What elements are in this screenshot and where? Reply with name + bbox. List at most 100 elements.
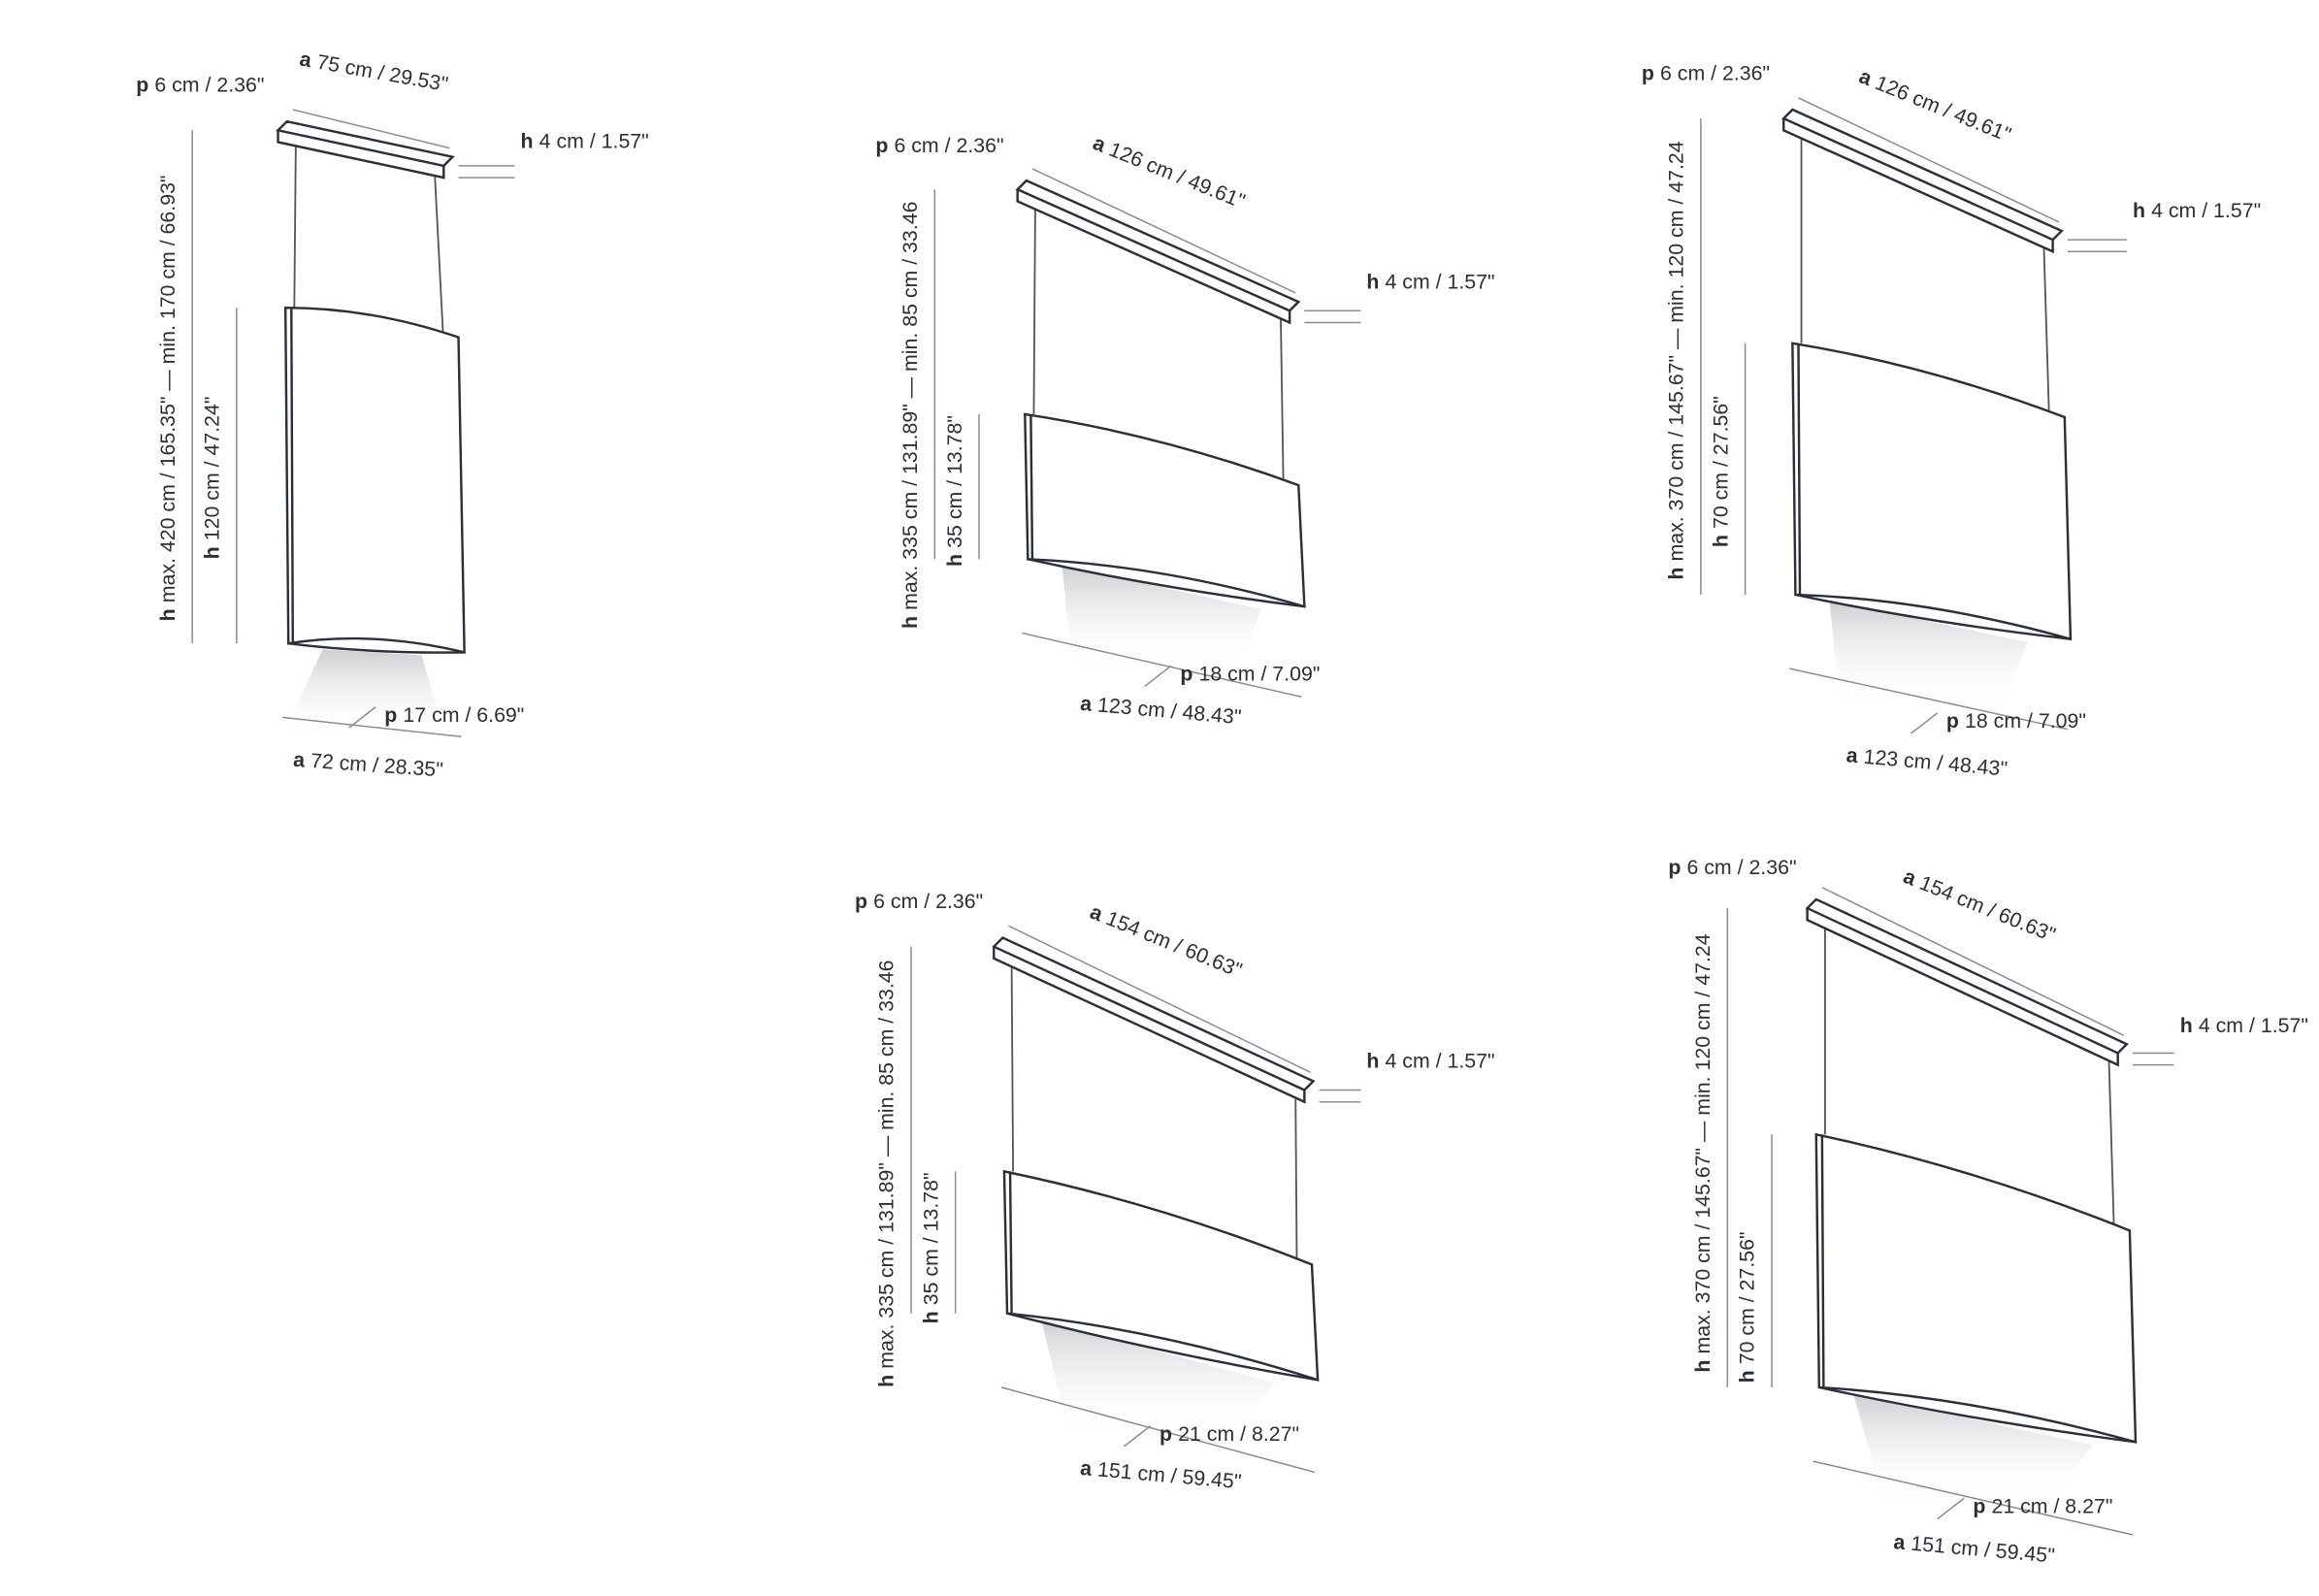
panel-edge [1028,413,1305,608]
dimension-value: 120 cm / 47.24" [201,397,224,541]
light-cone [1852,1393,2093,1504]
dimension-letter: h [898,616,922,629]
dimension-label: a 75 cm / 29.53" [298,48,450,97]
dimension-label: h max. 420 cm / 165.35" — min. 170 cm / 6… [156,175,180,621]
dimension-value: max. 335 cm / 131.89" — min. 85 cm / 33.… [898,202,922,610]
dimension-label: h max. 335 cm / 131.89" — min. 85 cm / 33… [898,202,922,629]
ceiling-bar [276,119,455,179]
dimension-value: 154 cm / 60.63" [1916,871,2059,947]
dimension-letter: h [2180,1014,2193,1037]
panel-edge [1006,1171,1319,1382]
dimension-letter: p [1180,662,1192,685]
dimension-label: h max. 335 cm / 131.89" — min. 85 cm / 33… [875,960,898,1386]
dimension-value: 21 cm / 8.27" [1991,1494,2112,1517]
ceiling-bar [1781,108,2064,254]
dimension-letter: h [156,608,180,621]
dimension-line [1821,887,2125,1036]
dimension-label: h max. 370 cm / 145.67" — min. 120 cm / 4… [1691,933,1715,1372]
dimension-value: 6 cm / 2.36" [154,74,264,97]
dimension-letter: h [1691,1360,1715,1373]
dimension-label: a 123 cm / 48.43" [1845,743,2009,780]
dimension-label: h 4 cm / 1.57" [1366,270,1494,293]
dimension-letter: p [875,134,888,157]
ceiling-bar [1805,897,2129,1067]
dimension-label: h 4 cm / 1.57" [2180,1014,2308,1037]
dimension-value: 4 cm / 1.57" [539,130,649,153]
dimension-letter: h [521,130,534,153]
dimension-letter: p [1642,61,1654,84]
dimension-line [1910,712,1939,734]
dimension-label: h 35 cm / 13.78" [943,415,966,567]
dimension-line [282,716,462,738]
dimension-value: 154 cm / 60.63" [1103,906,1246,982]
dimension-letter: a [1079,1456,1093,1481]
dimension-label: p 6 cm / 2.36" [136,74,264,97]
dimension-value: 75 cm / 29.53" [315,50,450,96]
cable [1032,204,1036,414]
dimension-letter: a [298,48,313,73]
panel-edge [1818,1134,2137,1444]
dimension-letter: h [1366,1050,1379,1073]
dimension-letter: h [2133,199,2145,222]
dimension-letter: p [136,74,148,97]
dimension-label: a154 cm / 60.63" [1087,900,1246,983]
dimension-label: h 120 cm / 47.24" [201,397,224,560]
light-cone [1829,601,2028,706]
dimension-value: 4 cm / 1.57" [2199,1014,2308,1037]
cable [1010,961,1015,1172]
dimension-letter: h [1366,270,1379,293]
dimension-line [1937,1497,1965,1520]
light-cone [1041,1319,1275,1436]
dimension-line [1008,925,1311,1073]
dimension-value: 6 cm / 2.36" [873,890,983,913]
dimension-letter: p [1946,709,1959,733]
dimension-letter: p [384,703,397,727]
dimension-value: max. 335 cm / 131.89" — min. 85 cm / 33.… [875,960,898,1368]
dimension-value: 123 cm / 48.43" [1096,693,1242,729]
panel-edge [1795,342,2072,640]
dimension-value: 6 cm / 2.36" [1660,61,1770,84]
dimension-line [1031,168,1296,294]
dimension-value: 70 cm / 27.56" [1736,1231,1759,1364]
dimension-label: p 18 cm / 7.09" [1946,709,2086,733]
dimension-letter: h [875,1375,898,1387]
dimension-label: a 151 cm / 59.45" [1893,1530,2056,1567]
dimension-letter: p [1160,1422,1172,1446]
dimension-value: 18 cm / 7.09" [1198,662,1320,685]
lamp-panel [1791,342,2073,641]
dimension-label: p 21 cm / 8.27" [1973,1494,2112,1517]
dimension-letter: p [1973,1494,1985,1517]
dimension-line [292,109,450,149]
dimension-letter: a [1893,1530,1907,1554]
dimension-line [1798,97,2060,223]
dimension-value: max. 370 cm / 145.67" — min. 120 cm / 47… [1691,933,1715,1353]
panel-edge [288,308,465,654]
dimension-value: 4 cm / 1.57" [2151,199,2261,222]
dimension-letter: a [1090,131,1109,157]
dimension-label: h 70 cm / 27.56" [1709,396,1732,547]
dimension-letter: a [1900,864,1919,891]
dimension-value: 4 cm / 1.57" [1386,270,1495,293]
dimension-letter: h [1665,568,1688,580]
cable [2042,248,2051,440]
ceiling-bar [1015,179,1301,325]
dimension-value: 151 cm / 59.45" [1910,1532,2055,1568]
dimension-value: max. 370 cm / 145.67" — min. 120 cm / 47… [1665,141,1688,561]
dimension-line [1144,665,1172,688]
dimension-line [348,706,376,729]
dimension-letter: h [943,554,966,567]
dimension-label: a154 cm / 60.63" [1900,864,2059,947]
dimension-letter: a [1087,900,1106,927]
dimension-letter: h [1709,535,1732,547]
dimension-value: 126 cm / 49.61" [1872,71,2014,147]
cable [293,145,297,309]
dimension-value: 35 cm / 13.78" [943,415,966,548]
dimension-value: max. 420 cm / 165.35" — min. 170 cm / 66… [156,175,180,603]
